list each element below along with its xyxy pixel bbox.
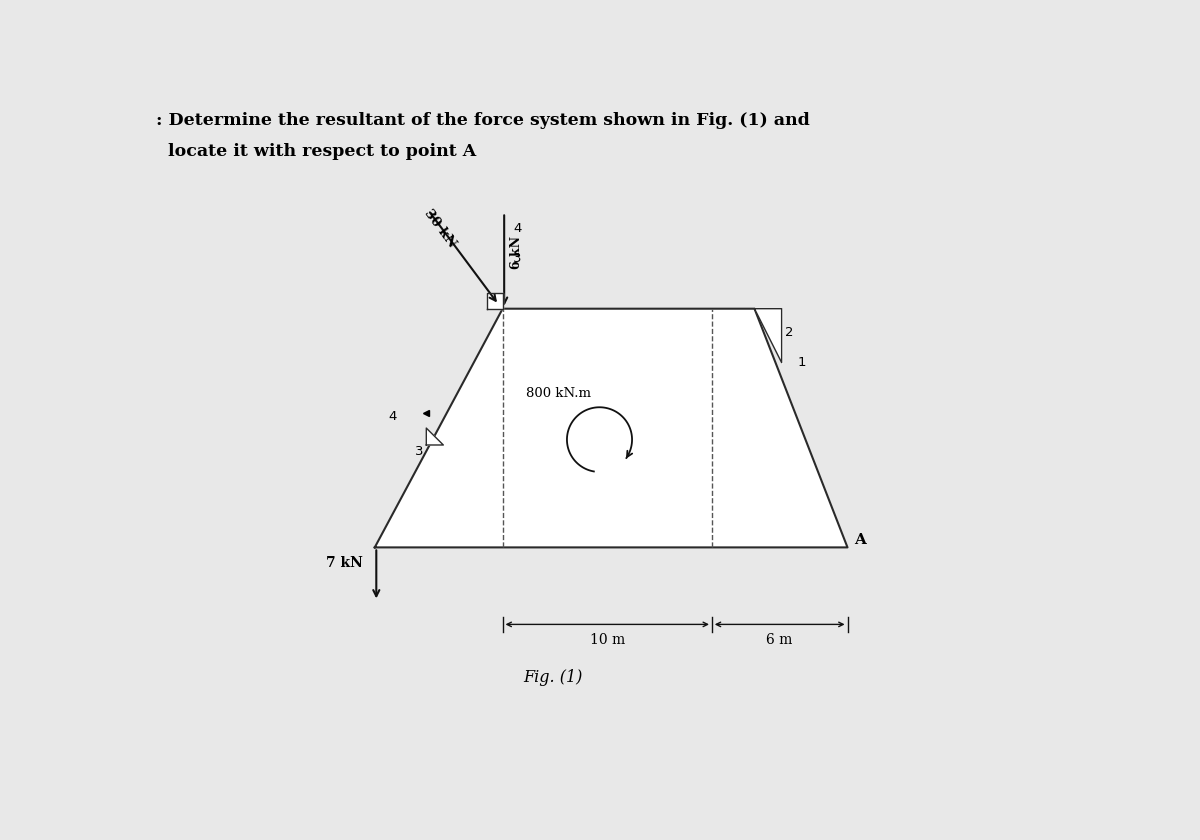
- Polygon shape: [755, 308, 781, 363]
- Text: 3: 3: [514, 253, 522, 265]
- Text: 2: 2: [786, 326, 794, 339]
- Text: 6 m: 6 m: [767, 633, 793, 647]
- Polygon shape: [487, 293, 503, 308]
- Text: 4: 4: [389, 411, 397, 423]
- Text: 30 kN: 30 kN: [422, 207, 458, 249]
- Text: 3: 3: [415, 445, 424, 458]
- Text: A: A: [853, 533, 865, 547]
- Text: 1: 1: [797, 356, 805, 370]
- Text: : Determine the resultant of the force system shown in Fig. (1) and: : Determine the resultant of the force s…: [156, 113, 810, 129]
- Text: 6 kN: 6 kN: [510, 236, 523, 270]
- Text: 10 m: 10 m: [589, 633, 625, 647]
- Polygon shape: [426, 428, 443, 445]
- Polygon shape: [374, 308, 847, 548]
- Text: 4: 4: [514, 222, 522, 234]
- Text: locate it with respect to point A: locate it with respect to point A: [156, 143, 476, 160]
- Text: 800 kN.m: 800 kN.m: [526, 387, 590, 400]
- Text: 7 kN: 7 kN: [326, 555, 362, 570]
- Text: Fig. (1): Fig. (1): [523, 669, 583, 686]
